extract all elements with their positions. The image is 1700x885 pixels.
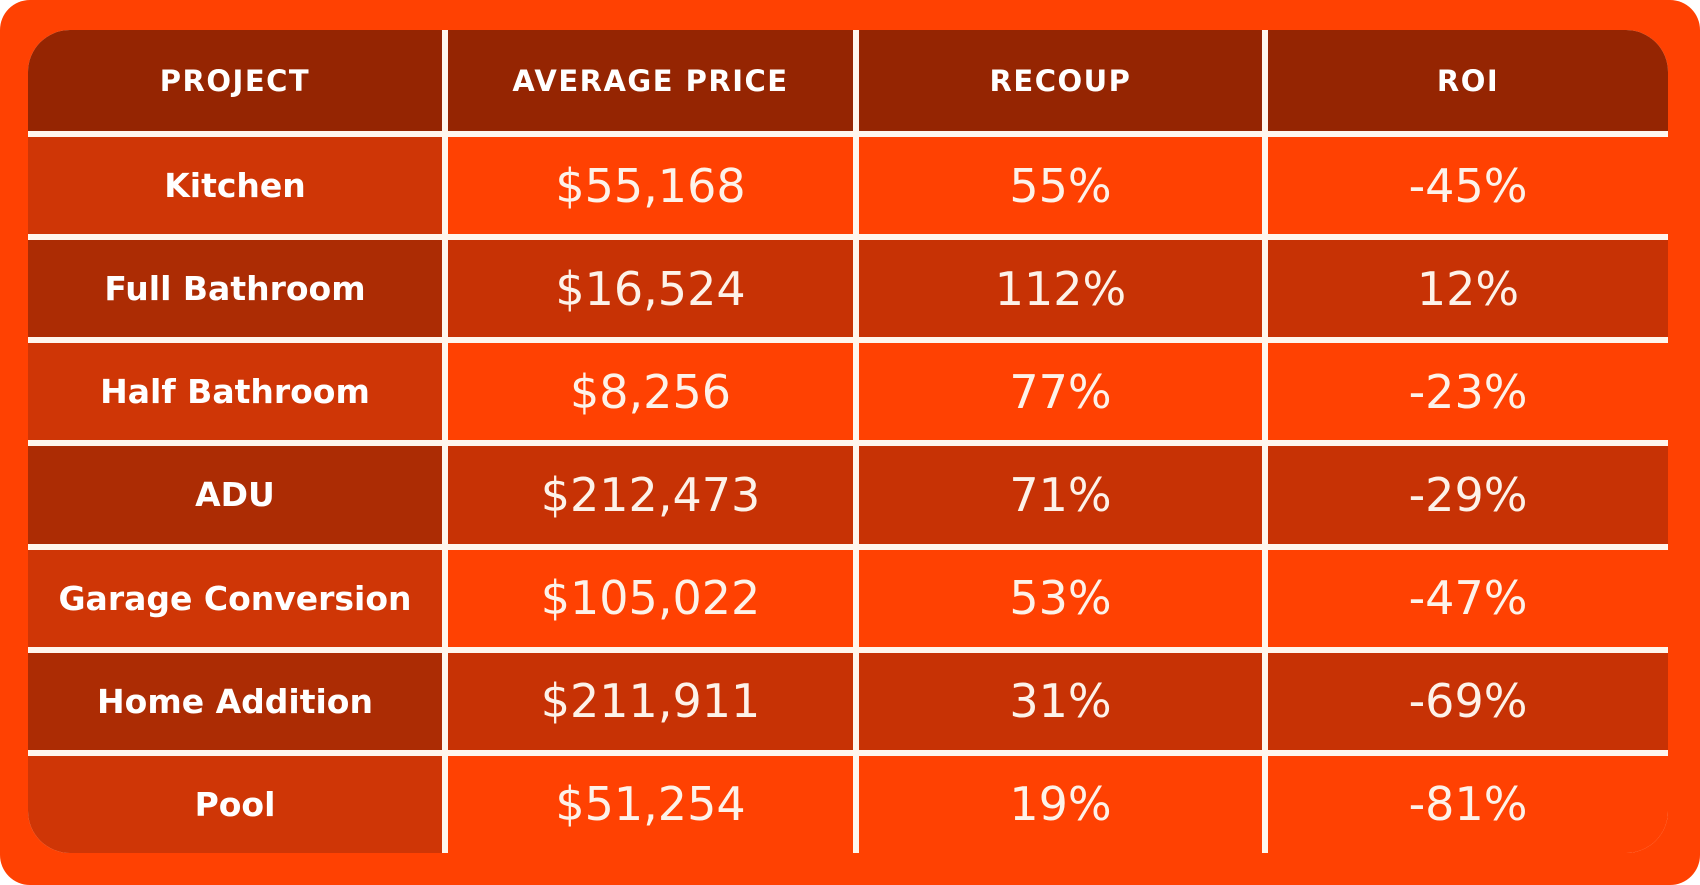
cell-full-bathroom-price: $16,524: [448, 240, 853, 338]
cell-pool-price: $51,254: [448, 755, 853, 853]
cell-home-addition-price: $211,911: [448, 652, 853, 750]
column-header-recoup: RECOUP: [859, 30, 1262, 131]
cell-kitchen-price: $55,168: [448, 137, 853, 235]
cell-full-bathroom-recoup: 112%: [859, 240, 1262, 338]
cell-pool-recoup: 19%: [859, 755, 1262, 853]
cell-home-addition-recoup: 31%: [859, 652, 1262, 750]
cell-full-bathroom-project: Full Bathroom: [28, 240, 442, 338]
cell-adu-project: ADU: [28, 446, 442, 544]
cell-half-bathroom-price: $8,256: [448, 343, 853, 441]
cell-half-bathroom-roi: -23%: [1268, 343, 1668, 441]
column-header-average-price: AVERAGE PRICE: [448, 30, 853, 131]
cell-home-addition-project: Home Addition: [28, 652, 442, 750]
cell-garage-conversion-project: Garage Conversion: [28, 549, 442, 647]
cell-adu-roi: -29%: [1268, 446, 1668, 544]
cell-half-bathroom-project: Half Bathroom: [28, 343, 442, 441]
cell-pool-roi: -81%: [1268, 755, 1668, 853]
cell-garage-conversion-price: $105,022: [448, 549, 853, 647]
column-header-project: PROJECT: [28, 30, 442, 131]
cell-garage-conversion-recoup: 53%: [859, 549, 1262, 647]
cell-garage-conversion-roi: -47%: [1268, 549, 1668, 647]
roi-table: PROJECT AVERAGE PRICE RECOUP ROI Kitchen…: [28, 30, 1668, 853]
cell-home-addition-roi: -69%: [1268, 652, 1668, 750]
cell-full-bathroom-roi: 12%: [1268, 240, 1668, 338]
cell-kitchen-recoup: 55%: [859, 137, 1262, 235]
cell-adu-recoup: 71%: [859, 446, 1262, 544]
column-header-roi: ROI: [1268, 30, 1668, 131]
cell-kitchen-project: Kitchen: [28, 137, 442, 235]
cell-pool-project: Pool: [28, 755, 442, 853]
cell-half-bathroom-recoup: 77%: [859, 343, 1262, 441]
cell-kitchen-roi: -45%: [1268, 137, 1668, 235]
cell-adu-price: $212,473: [448, 446, 853, 544]
